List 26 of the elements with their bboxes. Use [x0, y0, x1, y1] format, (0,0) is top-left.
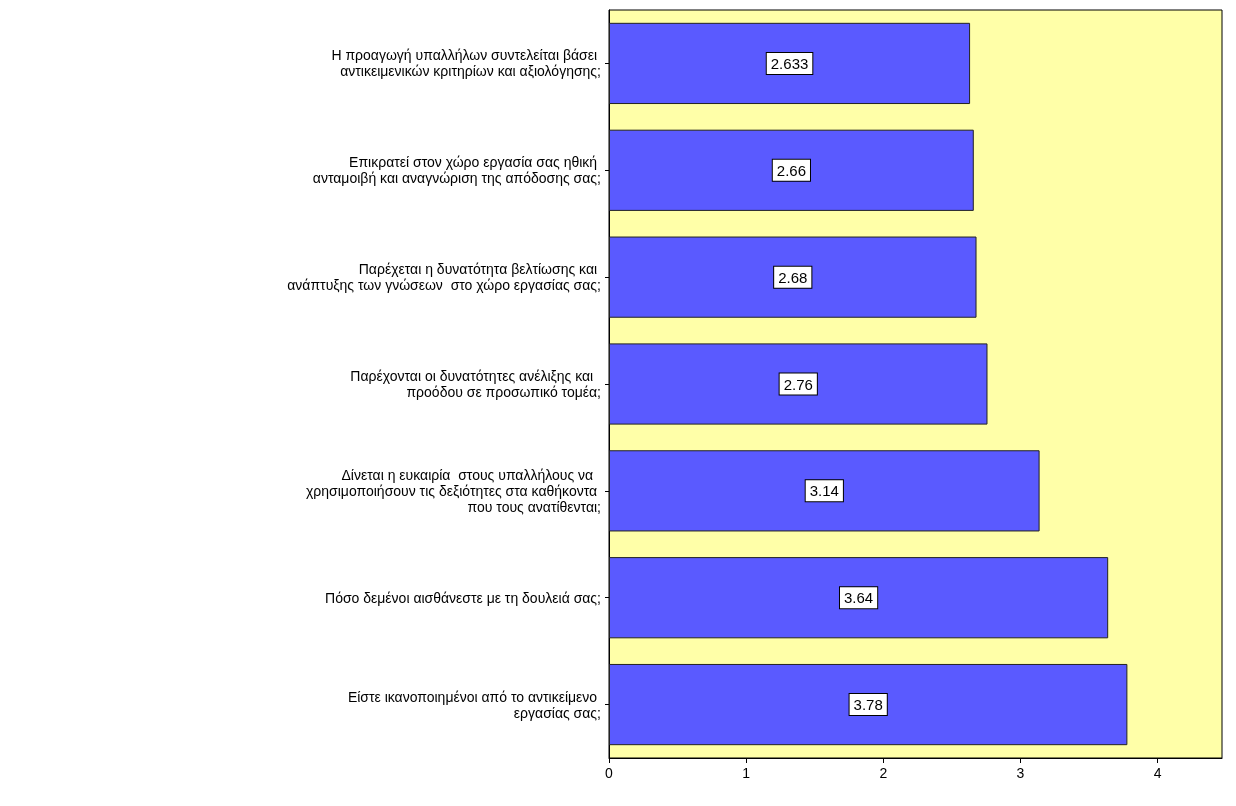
data-label: 2.68	[778, 268, 808, 286]
y-tick-label: Πόσο δεμένοι αισθάνεστε με τη δουλειά σας;	[325, 589, 601, 606]
data-label: 3.78	[853, 696, 883, 714]
y-tick-label: Η προαγωγή υπαλλήλων συντελείται βάσει αντικειμενικών κριτηρίων και αξιολόγησης;	[331, 47, 601, 80]
bar	[609, 236, 977, 318]
y-tick-label: Δίνεται η ευκαιρία στους υπαλλήλους να χρησιμοποιήσουν τις δεξιότητες στα καθήκοντα που τους ανατίθενται;	[305, 466, 601, 515]
bar	[609, 343, 988, 425]
data-label: 3.64	[843, 589, 874, 607]
data-label: 2.66	[776, 161, 806, 179]
bar	[609, 129, 974, 211]
y-tick-label: Επικρατεί στον χώρο εργασία σας ηθική ανταμοιβή και αναγνώριση της απόδοσης σας;	[312, 154, 601, 187]
y-tick-label: Είστε ικανοποιημένοι από το αντικείμενο εργασίας σας;	[347, 688, 601, 721]
x-tick-label: 4	[1153, 765, 1162, 781]
x-tick-label: 1	[742, 765, 751, 781]
data-label: 2.633	[770, 54, 809, 72]
x-tick-label: 0	[605, 765, 614, 781]
bar	[609, 450, 1040, 532]
bar	[609, 557, 1109, 639]
y-tick-label: Παρέχεται η δυνατότητα βελτίωσης και ανάπτυξης των γνώσεων στο χώρο εργασίας σας;	[287, 261, 601, 294]
x-tick-label: 2	[879, 765, 888, 781]
bar	[609, 22, 971, 105]
y-tick-label: Παρέχονται οι δυνατότητες ανέλιξης και προόδου σε προσωπικό τομέα;	[350, 368, 601, 400]
bar	[609, 663, 1128, 746]
x-tick-label: 3	[1016, 765, 1025, 781]
data-label: 2.76	[783, 375, 813, 393]
data-label: 3.14	[809, 482, 839, 500]
